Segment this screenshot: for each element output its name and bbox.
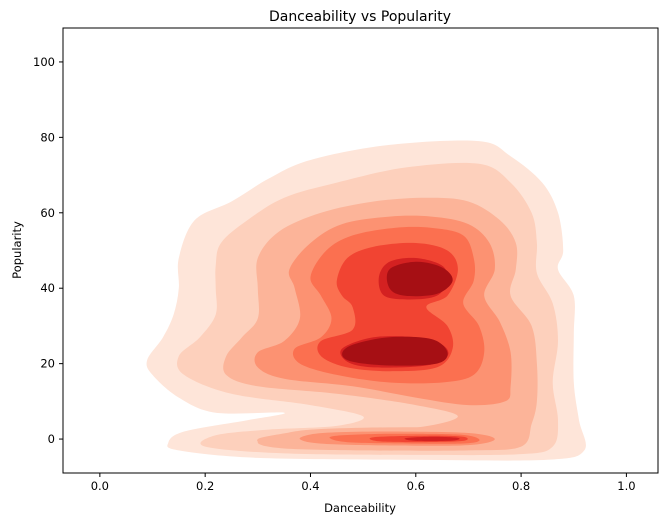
y-tick-label: 100	[33, 55, 55, 69]
x-tick-label: 1.0	[617, 479, 635, 493]
plot-frame	[62, 27, 659, 474]
y-tick-label: 0	[48, 432, 55, 446]
x-tick-label: 0.4	[301, 479, 319, 493]
y-tick-label: 80	[40, 130, 55, 144]
x-tick-label: 0.2	[196, 479, 214, 493]
y-tick-label: 40	[40, 281, 55, 295]
plot-area	[146, 140, 586, 461]
density-level-15	[404, 436, 460, 442]
density-level-9	[386, 261, 453, 297]
y-tick-label: 20	[40, 357, 55, 371]
y-axis-label: Popularity	[10, 221, 24, 279]
x-tick-label: 0.6	[407, 479, 425, 493]
chart-title: Danceability vs Popularity	[269, 9, 451, 25]
y-axis: 0 20 40 60 80 100	[33, 55, 63, 446]
x-tick-label: 0.0	[91, 479, 109, 493]
x-axis-label: Danceability	[324, 501, 396, 515]
x-tick-label: 0.8	[512, 479, 530, 493]
density-level-10	[342, 336, 448, 366]
x-axis: 0.0 0.2 0.4 0.6 0.8 1.0	[91, 473, 636, 493]
y-tick-label: 60	[40, 206, 55, 220]
